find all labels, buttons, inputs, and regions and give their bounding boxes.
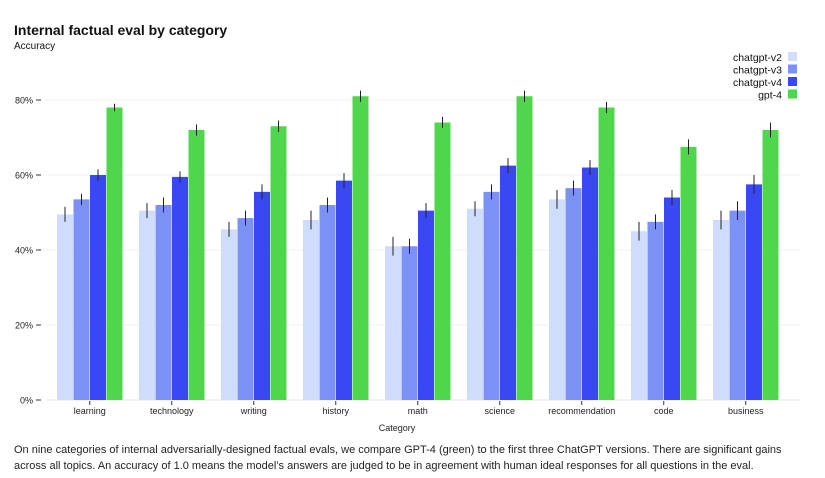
legend-label: chatgpt-v2 xyxy=(733,52,782,64)
bar xyxy=(647,221,664,400)
legend-label: chatgpt-v3 xyxy=(733,65,782,77)
bar xyxy=(57,214,73,400)
bar-chart: 0% 20% 40% 60% 80% learning technology writing h… xyxy=(15,52,800,433)
x-tick-label: writing xyxy=(240,406,267,416)
bar xyxy=(106,107,123,400)
x-tick-label: business xyxy=(728,406,764,416)
y-tick-label: 20% xyxy=(15,321,33,331)
legend-swatch xyxy=(788,64,797,74)
bar xyxy=(729,210,746,400)
chart-title: Internal factual eval by category xyxy=(14,22,228,38)
bar xyxy=(155,205,172,400)
legend-swatch xyxy=(788,89,797,99)
bar xyxy=(762,130,779,400)
bar xyxy=(500,165,516,400)
bar xyxy=(319,205,336,400)
bar xyxy=(598,107,615,400)
y-tick-label: 60% xyxy=(15,171,33,181)
bar xyxy=(664,197,680,400)
bar xyxy=(270,126,287,400)
legend-label: chatgpt-v4 xyxy=(733,77,782,89)
bar xyxy=(237,218,254,400)
x-tick-label: technology xyxy=(150,406,194,416)
legend-swatch xyxy=(788,77,797,86)
bar xyxy=(385,246,401,400)
bar xyxy=(713,220,729,400)
x-tick-label: science xyxy=(484,406,515,416)
bar xyxy=(631,231,647,400)
bar xyxy=(434,122,451,400)
y-tick-label: 40% xyxy=(15,246,33,256)
chart-caption: On nine categories of internal adversari… xyxy=(14,444,782,472)
bar xyxy=(352,96,369,400)
y-tick-label: 80% xyxy=(15,96,33,106)
bar xyxy=(401,246,418,400)
bar xyxy=(172,176,188,400)
bar xyxy=(139,210,155,400)
legend-swatch xyxy=(788,52,797,61)
bar xyxy=(483,191,500,400)
bar xyxy=(90,175,106,400)
bar xyxy=(516,96,533,400)
x-tick-label: learning xyxy=(74,406,106,416)
bar xyxy=(336,180,352,400)
bar xyxy=(303,220,319,400)
bar xyxy=(188,130,205,400)
bar xyxy=(746,184,762,400)
bar xyxy=(221,229,237,400)
x-axis-label: Category xyxy=(379,423,416,433)
x-tick-label: history xyxy=(322,406,349,416)
x-tick-label: math xyxy=(408,406,428,416)
y-tick-label: 0% xyxy=(20,396,33,406)
bar xyxy=(680,146,697,400)
legend-label: gpt-4 xyxy=(758,90,782,102)
bar xyxy=(73,199,90,400)
bar xyxy=(549,199,565,400)
bar xyxy=(467,208,483,400)
bar xyxy=(254,191,270,400)
x-tick-label: code xyxy=(654,406,674,416)
bar xyxy=(582,167,598,400)
bar xyxy=(565,188,582,400)
bar xyxy=(418,210,434,400)
y-axis-label: Accuracy xyxy=(14,41,56,52)
x-tick-label: recommendation xyxy=(548,406,615,416)
